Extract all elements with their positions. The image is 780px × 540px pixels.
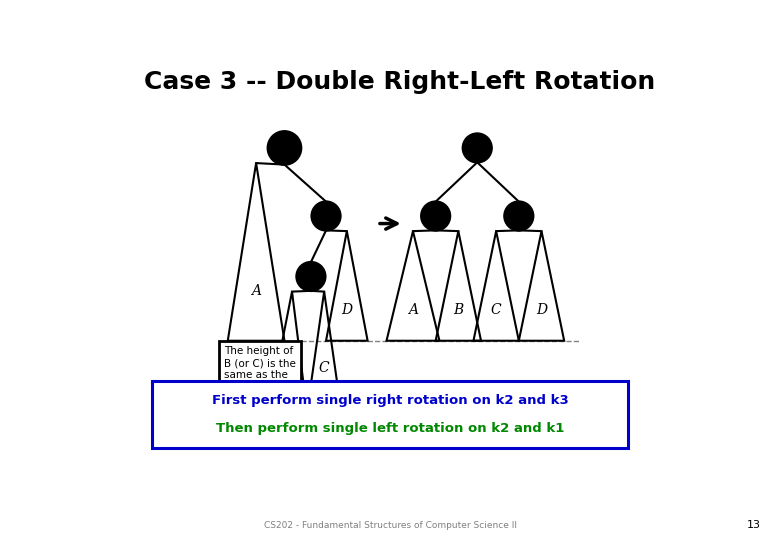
Circle shape [268, 131, 301, 165]
Text: k: k [320, 206, 327, 219]
Text: C: C [491, 303, 502, 317]
Text: CS202 - Fundamental Structures of Computer Science II: CS202 - Fundamental Structures of Comput… [264, 521, 516, 530]
Text: The height of
B (or C) is the
same as the
height of D: The height of B (or C) is the same as th… [224, 347, 296, 391]
Text: Then perform single left rotation on k2 and k1: Then perform single left rotation on k2 … [216, 422, 564, 435]
Text: D: D [536, 303, 547, 317]
Text: B: B [283, 361, 293, 375]
Circle shape [312, 201, 340, 231]
Text: (b) After rotation: (b) After rotation [425, 423, 530, 436]
Text: 1: 1 [438, 215, 445, 224]
Text: First perform single right rotation on k2 and k3: First perform single right rotation on k… [211, 394, 569, 407]
Circle shape [505, 201, 534, 231]
Text: Case 3 -- Double Right-Left Rotation: Case 3 -- Double Right-Left Rotation [144, 70, 655, 94]
Circle shape [421, 201, 450, 231]
Text: 1: 1 [286, 147, 293, 156]
Text: 3: 3 [328, 215, 335, 224]
Text: B: B [453, 303, 463, 317]
Text: 13: 13 [746, 520, 760, 530]
Text: k: k [304, 267, 312, 280]
Text: D: D [342, 303, 353, 317]
Text: 3: 3 [521, 215, 527, 224]
Text: 2: 2 [313, 276, 320, 285]
Text: k: k [429, 206, 437, 219]
Text: k: k [512, 206, 520, 219]
FancyBboxPatch shape [152, 381, 628, 448]
Text: (a) Before rotation: (a) Before rotation [238, 423, 353, 436]
Circle shape [296, 262, 325, 291]
Circle shape [463, 133, 491, 163]
Text: A: A [251, 284, 261, 298]
Text: k: k [278, 138, 285, 151]
Text: 2: 2 [479, 147, 486, 156]
Text: A: A [408, 303, 418, 317]
Text: k: k [471, 138, 478, 151]
Text: C: C [319, 361, 329, 375]
